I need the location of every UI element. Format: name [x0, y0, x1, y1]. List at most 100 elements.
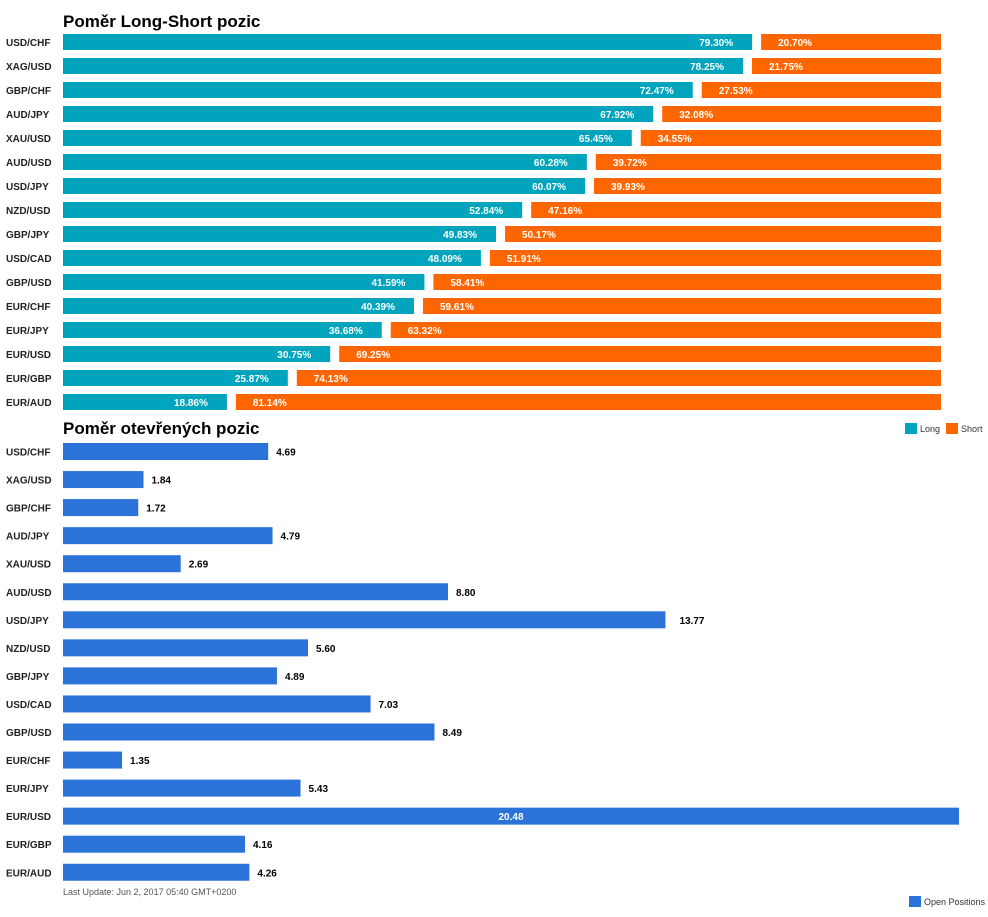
long-value-label: 60.28% — [534, 158, 568, 169]
long-value-label: 36.68% — [329, 326, 363, 337]
category-label: GBP/JPY — [6, 672, 50, 683]
long-value-label: 72.47% — [640, 86, 674, 97]
open-value-label: 20.48 — [498, 812, 523, 823]
open-bar-eur-aud — [63, 863, 250, 881]
category-label: GBP/USD — [6, 278, 52, 289]
open-positions-plot: USD/CHF 4.69 XAG/USD 1.84 GBP/CHF 1.72 AUD/JPY… — [6, 443, 959, 881]
long-value-label: 60.07% — [532, 182, 566, 193]
category-label: AUD/USD — [6, 588, 52, 599]
open-bar-gbp-chf — [63, 499, 139, 517]
short-value-label: 20.70% — [778, 38, 812, 49]
long-bar-eur-aud — [63, 394, 227, 410]
short-bar-eur-aud — [235, 394, 941, 410]
category-label: EUR/CHF — [6, 756, 50, 767]
long-bar-gbp-chf — [63, 82, 693, 98]
long-bar-usd-cad — [63, 250, 481, 266]
long-bar-eur-chf — [63, 298, 414, 314]
category-label: XAG/USD — [6, 476, 52, 487]
open-value-label: 4.79 — [281, 532, 301, 543]
category-label: NZD/USD — [6, 644, 50, 655]
open-bar-xau-usd — [63, 555, 181, 573]
long-bar-eur-gbp — [63, 370, 288, 386]
legend-swatch-open — [909, 896, 921, 907]
open-value-label: 2.69 — [189, 560, 209, 571]
category-label: USD/CHF — [6, 448, 50, 459]
category-label: USD/CAD — [6, 254, 52, 265]
long-value-label: 18.86% — [174, 398, 208, 409]
short-bar-eur-usd — [339, 346, 942, 362]
short-bar-usd-chf — [761, 34, 941, 50]
category-label: AUD/JPY — [6, 110, 50, 121]
category-label: EUR/AUD — [6, 398, 52, 409]
short-bar-usd-cad — [489, 250, 941, 266]
category-label: AUD/JPY — [6, 532, 50, 543]
long-value-label: 48.09% — [428, 254, 462, 265]
category-label: EUR/JPY — [6, 784, 49, 795]
category-label: EUR/USD — [6, 812, 51, 823]
open-value-label: 8.80 — [456, 588, 476, 599]
legend-label-open: Open Positions — [924, 897, 986, 907]
open-bar-eur-usd — [63, 807, 959, 825]
short-value-label: 81.14% — [253, 398, 287, 409]
short-value-label: 74.13% — [314, 374, 348, 385]
long-value-label: 25.87% — [235, 374, 269, 385]
long-bar-eur-jpy — [63, 322, 382, 338]
category-label: GBP/CHF — [6, 504, 51, 515]
long-value-label: 30.75% — [277, 350, 311, 361]
long-bar-aud-usd — [63, 154, 587, 170]
long-value-label: 67.92% — [600, 110, 634, 121]
category-label: USD/JPY — [6, 182, 49, 193]
short-bar-eur-chf — [422, 298, 941, 314]
open-bar-aud-jpy — [63, 527, 273, 545]
long-bar-gbp-jpy — [63, 226, 497, 242]
legend-label-short: Short — [961, 424, 983, 434]
category-label: EUR/USD — [6, 350, 51, 361]
short-value-label: 39.72% — [613, 158, 647, 169]
short-value-label: 32.08% — [679, 110, 713, 121]
open-bar-gbp-jpy — [63, 667, 277, 685]
open-bar-usd-chf — [63, 443, 269, 460]
category-label: USD/JPY — [6, 616, 49, 627]
open-bar-aud-usd — [63, 583, 448, 601]
short-bar-eur-gbp — [296, 370, 941, 386]
open-bar-nzd-usd — [63, 639, 308, 657]
category-label: XAU/USD — [6, 134, 51, 145]
short-bar-xag-usd — [751, 58, 941, 74]
long-bar-gbp-usd — [63, 274, 425, 290]
short-bar-gbp-usd — [433, 274, 941, 290]
short-value-label: 27.53% — [719, 86, 753, 97]
short-bar-eur-jpy — [390, 322, 941, 338]
open-bar-eur-gbp — [63, 835, 245, 853]
open-value-label: 5.43 — [309, 784, 329, 795]
short-value-label: 47.16% — [548, 206, 582, 217]
long-bar-eur-usd — [63, 346, 331, 362]
short-value-label: 51.91% — [507, 254, 541, 265]
short-value-label: 63.32% — [408, 326, 442, 337]
category-label: AUD/USD — [6, 158, 52, 169]
chart-title-open-positions: Poměr otevřených pozic — [63, 419, 260, 438]
open-bar-usd-cad — [63, 695, 371, 713]
open-value-label: 4.89 — [285, 672, 305, 683]
open-bar-xag-usd — [63, 471, 144, 489]
short-bar-gbp-chf — [701, 82, 941, 98]
legend-long-short: Long Short — [905, 423, 983, 434]
long-bar-usd-jpy — [63, 178, 586, 194]
short-value-label: 50.17% — [522, 230, 556, 241]
short-bar-xau-usd — [640, 130, 941, 146]
short-bar-nzd-usd — [531, 202, 941, 218]
legend-open-positions: Open Positions — [909, 896, 986, 907]
open-bar-gbp-usd — [63, 723, 435, 741]
category-label: GBP/USD — [6, 728, 52, 739]
legend-swatch-short — [946, 423, 958, 434]
open-value-label: 4.69 — [276, 448, 296, 459]
long-value-label: 52.84% — [469, 206, 503, 217]
open-value-label: 13.77 — [679, 616, 704, 627]
category-label: USD/CAD — [6, 700, 52, 711]
short-value-label: 21.75% — [769, 62, 803, 73]
short-value-label: 58.41% — [450, 278, 484, 289]
long-bar-nzd-usd — [63, 202, 523, 218]
long-value-label: 40.39% — [361, 302, 395, 313]
open-bar-usd-jpy — [63, 611, 666, 629]
open-bar-eur-chf — [63, 751, 123, 769]
